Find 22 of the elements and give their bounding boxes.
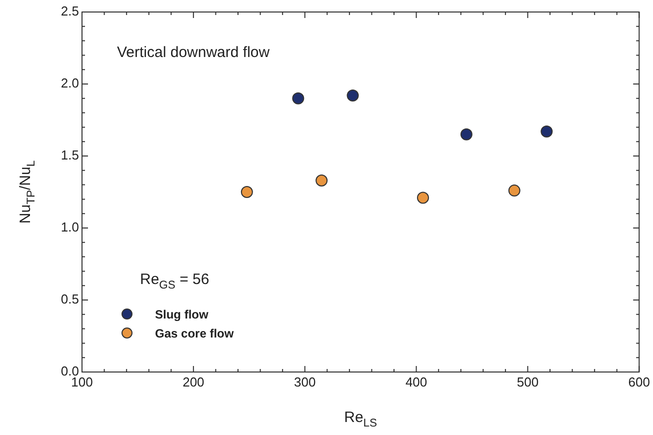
y-tick-label: 2.0	[60, 76, 79, 91]
legend-label: Gas core flow	[155, 326, 234, 340]
point	[540, 126, 553, 138]
point	[240, 186, 253, 198]
y-tick-label: 0.5	[60, 292, 79, 307]
y-axis-title: NuTP/NuL	[17, 160, 38, 224]
point	[346, 90, 359, 102]
y-tick-label: 1.0	[60, 220, 79, 235]
y-tick-label: 1.5	[60, 148, 79, 163]
point	[508, 184, 520, 197]
point	[316, 174, 328, 186]
y-tick-label: 2.5	[60, 4, 79, 19]
x-tick-label: 200	[182, 374, 204, 390]
x-tick-label: 400	[405, 374, 428, 390]
x-tick-label: 600	[628, 374, 650, 390]
point	[292, 92, 304, 104]
legend-label: Slug flow	[155, 307, 209, 322]
point	[416, 192, 429, 204]
x-tick-label: 500	[516, 374, 539, 390]
x-tick-label: 300	[294, 374, 316, 390]
annotation: Vertical downward flow	[117, 44, 270, 61]
point	[460, 128, 472, 140]
